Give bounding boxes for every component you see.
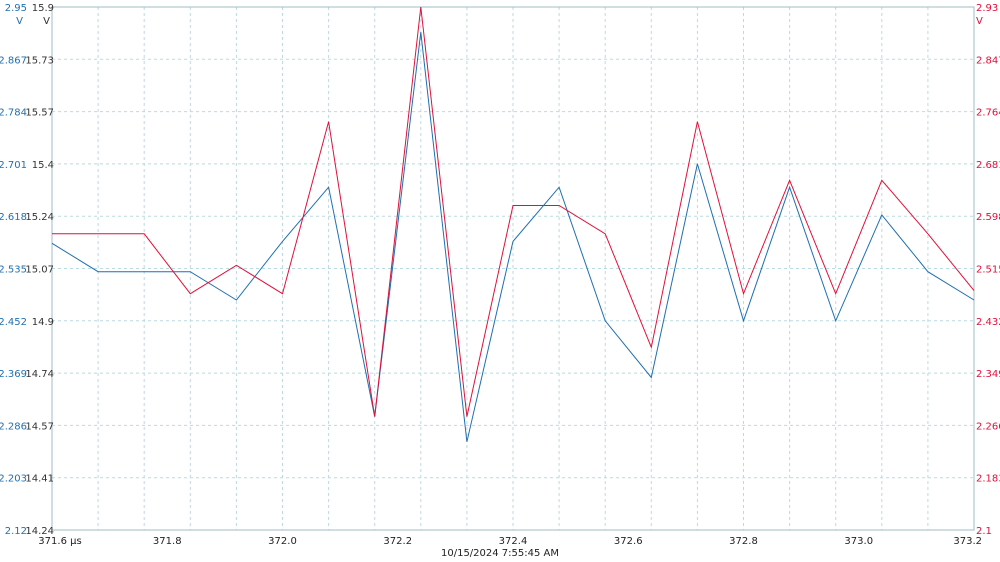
left-outer-axis: 2.95 2.867 2.784 2.701 2.618 2.535 2.452 2.369 2… — [0, 3, 27, 537]
left-inner-axis-tick-label: 15.57 — [25, 108, 54, 119]
right-axis-tick-label: 2.1 — [976, 526, 992, 537]
left-outer-axis-unit-label: V — [16, 16, 23, 27]
left-outer-axis-tick-label: 2.12 — [5, 526, 27, 537]
left-inner-axis-tick-label: 15.73 — [25, 55, 54, 66]
left-inner-axis-tick-label: 15.07 — [25, 265, 54, 276]
right-axis-tick-label: 2.764 — [976, 108, 1000, 119]
x-tick-label: 372.2 — [383, 536, 412, 547]
right-axis-tick-label: 2.183 — [976, 474, 1000, 485]
x-tick-label: 372.8 — [729, 536, 758, 547]
right-axis-tick-label: 2.598 — [976, 212, 1000, 223]
series-line-1 — [51, 32, 975, 442]
x-axis: 371.6 μs 371.8 372.0 372.2 372.4 372.6 372.8 37… — [38, 536, 982, 547]
series-line-2 — [52, 6, 975, 417]
grid-lines — [51, 6, 975, 531]
left-outer-axis-tick-label: 2.535 — [0, 265, 27, 276]
x-tick-label: 373.2 — [953, 536, 982, 547]
x-tick-label: 372.6 — [614, 536, 643, 547]
right-axis-tick-label: 2.432 — [976, 317, 1000, 328]
left-inner-axis-tick-label: 15.9 — [32, 3, 54, 14]
left-inner-axis-tick-label: 14.57 — [25, 421, 54, 432]
right-axis-tick-label: 2.515 — [976, 265, 1000, 276]
x-tick-label: 372.4 — [499, 536, 528, 547]
left-outer-axis-tick-label: 2.618 — [0, 212, 27, 223]
left-inner-axis: 15.9 15.73 15.57 15.4 15.24 15.07 14.9 14.74 14.… — [25, 3, 54, 537]
left-inner-axis-tick-label: 14.74 — [25, 369, 54, 380]
right-axis-tick-label: 2.349 — [976, 369, 1000, 380]
right-axis-tick-label: 2.847 — [976, 55, 1000, 66]
left-inner-axis-tick-label: 15.4 — [32, 160, 54, 171]
left-inner-axis-tick-label: 15.24 — [25, 212, 54, 223]
left-outer-axis-tick-label: 2.369 — [0, 369, 27, 380]
x-tick-label: 371.8 — [153, 536, 182, 547]
right-axis-tick-label: 2.93 — [976, 3, 998, 14]
right-axis-tick-label: 2.681 — [976, 160, 1000, 171]
x-tick-label: 373.0 — [844, 536, 873, 547]
right-axis-unit-label: V — [976, 16, 983, 27]
left-outer-axis-tick-label: 2.286 — [0, 421, 27, 432]
x-tick-label: 371.6 μs — [38, 536, 81, 547]
left-inner-axis-tick-label: 14.24 — [25, 526, 54, 537]
left-outer-axis-tick-label: 2.95 — [5, 3, 27, 14]
left-outer-axis-tick-label: 2.203 — [0, 474, 27, 485]
series-group — [51, 6, 975, 442]
right-axis-tick-label: 2.266 — [976, 421, 1000, 432]
left-inner-axis-tick-label: 14.41 — [25, 474, 54, 485]
left-inner-axis-tick-label: 14.9 — [32, 317, 54, 328]
left-outer-axis-tick-label: 2.701 — [0, 160, 27, 171]
plot-frame — [51, 6, 975, 531]
capture-timestamp: 10/15/2024 7:55:45 AM — [440, 548, 559, 559]
right-axis: 2.93 2.847 2.764 2.681 2.598 2.515 2.432 2.349 2… — [976, 3, 1000, 537]
left-outer-axis-tick-label: 2.867 — [0, 55, 27, 66]
left-inner-axis-unit-label: V — [43, 16, 50, 27]
x-tick-label: 372.0 — [268, 536, 297, 547]
left-outer-axis-tick-label: 2.784 — [0, 108, 27, 119]
left-outer-axis-tick-label: 2.452 — [0, 317, 27, 328]
